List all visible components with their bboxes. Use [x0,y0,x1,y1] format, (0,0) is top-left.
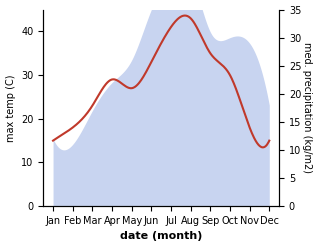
Y-axis label: max temp (C): max temp (C) [5,74,16,142]
X-axis label: date (month): date (month) [120,231,202,242]
Y-axis label: med. precipitation (kg/m2): med. precipitation (kg/m2) [302,42,313,173]
